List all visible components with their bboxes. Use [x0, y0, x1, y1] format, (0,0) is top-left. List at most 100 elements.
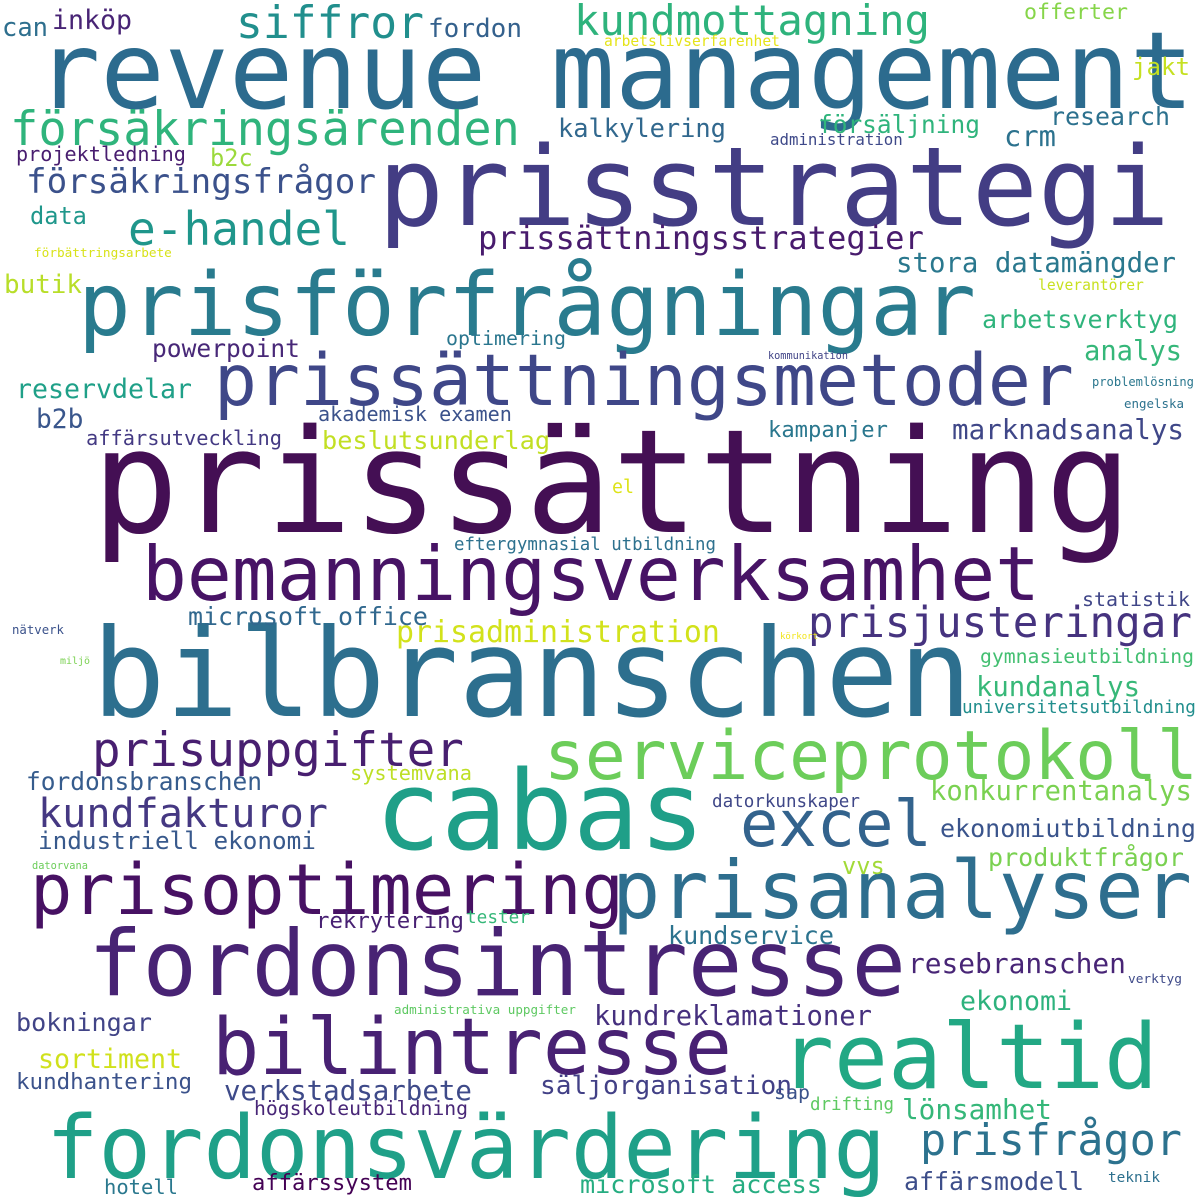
word-jakt: jakt: [1132, 53, 1190, 81]
word-bilintresse: bilintresse: [212, 1000, 732, 1093]
word-prisanalyser: prisanalyser: [612, 842, 1192, 937]
word-kalkylering: kalkylering: [558, 113, 726, 144]
word-analys: analys: [1084, 336, 1182, 368]
word-administration: administration: [770, 130, 903, 150]
word-siffror: siffror: [236, 0, 424, 49]
word-administrativa-uppgifter: administrativa uppgifter: [394, 1001, 576, 1017]
word-data: data: [30, 202, 87, 231]
word-teknik: teknik: [1108, 1169, 1160, 1186]
word-b2c: b2c: [210, 144, 253, 173]
word-vvs: vvs: [842, 852, 885, 881]
word-verktyg: verktyg: [1128, 971, 1182, 987]
word-kundservice: kundservice: [668, 920, 834, 950]
word-prissattningsstrategier: prissättningsstrategier: [478, 218, 924, 257]
word-kampanjer: kampanjer: [768, 416, 888, 443]
word-prisjusteringar: prisjusteringar: [808, 598, 1192, 648]
word-el: el: [612, 476, 634, 498]
word-fordon: fordon: [428, 14, 522, 44]
word-gymnasieutbildning: gymnasieutbildning: [980, 645, 1195, 669]
word-arbetsverktyg: arbetsverktyg: [982, 304, 1178, 334]
word-prisadministration: prisadministration: [396, 615, 720, 651]
word-fordonsbranschen: fordonsbranschen: [26, 766, 263, 796]
word-cabas: cabas: [375, 747, 705, 876]
word-industriell-ekonomi: industriell ekonomi: [38, 825, 316, 855]
word-sortiment: sortiment: [38, 1043, 183, 1075]
word-kundreklamationer: kundreklamationer: [594, 1001, 872, 1033]
word-korkort: körkort: [780, 631, 818, 642]
word-bemanningsverksamhet: bemanningsverksamhet: [142, 530, 1040, 618]
word-datorvana: datorvana: [32, 859, 88, 872]
word-realtid: realtid: [780, 1006, 1158, 1111]
word-offerter: offerter: [1024, 0, 1128, 26]
word-prissattning: prissättning: [92, 398, 1132, 566]
word-revenue-management: revenue management: [36, 9, 1195, 134]
word-beslutsunderlag: beslutsunderlag: [322, 426, 551, 456]
word-b2b: b2b: [36, 404, 84, 435]
word-saljorganisation: säljorganisation: [540, 1070, 792, 1101]
word-statistik: statistik: [1082, 588, 1190, 611]
word-kommunikation: kommunikation: [768, 350, 848, 362]
word-fordonsintresse: fordonsintresse: [88, 911, 906, 1017]
word-leverantorer: leverantörer: [1038, 276, 1144, 294]
word-inkop: inköp: [52, 4, 133, 36]
word-rekrytering: rekrytering: [316, 907, 464, 934]
word-microsoft-access: microsoft access: [580, 1170, 822, 1200]
word-akademisk-examen: akademisk examen: [318, 401, 512, 426]
word-kundfakturor: kundfakturor: [38, 790, 328, 837]
word-tester: tester: [466, 908, 530, 929]
word-verkstadsarbete: verkstadsarbete: [224, 1076, 472, 1108]
word-ekonomiutbildning: ekonomiutbildning: [940, 813, 1196, 843]
word-affarssystem: affärssystem: [252, 1169, 412, 1196]
word-datorkunskaper: datorkunskaper: [712, 792, 860, 813]
word-konkurrentanalys: konkurrentanalys: [930, 776, 1192, 808]
word-can: can: [2, 13, 49, 44]
word-e-handel: e-handel: [128, 202, 350, 256]
word-forsaljning: försäljning: [818, 109, 980, 139]
word-hotell: hotell: [104, 1174, 178, 1199]
word-kundanalys: kundanalys: [976, 672, 1140, 704]
word-affarsutveckling: affärsutveckling: [86, 425, 282, 450]
word-fordonsvardering: fordonsvärdering: [46, 1097, 886, 1200]
word-projektledning: projektledning: [16, 141, 186, 166]
word-butik: butik: [4, 270, 82, 300]
word-problemlosning: problemlösning: [1092, 374, 1194, 389]
word-drifting: drifting: [810, 1095, 894, 1116]
word-reservdelar: reservdelar: [16, 373, 193, 405]
word-ekonomi: ekonomi: [960, 985, 1073, 1017]
word-prisoptimering: prisoptimering: [30, 848, 624, 931]
word-hogskoleutbildning: högskoleutbildning: [254, 1097, 469, 1121]
word-systemvana: systemvana: [350, 760, 472, 785]
word-resebranschen: resebranschen: [908, 947, 1126, 981]
word-engelska: engelska: [1124, 395, 1184, 411]
word-excel: excel: [740, 788, 932, 863]
word-eftergymnasial-utbildning: eftergymnasial utbildning: [454, 535, 716, 556]
word-universitetsutbildning: universitetsutbildning: [962, 698, 1196, 719]
word-affarsmodell: affärsmodell: [904, 1166, 1084, 1196]
word-miljo: miljö: [60, 656, 91, 667]
word-prisuppgifter: prisuppgifter: [92, 723, 464, 779]
word-optimering: optimering: [446, 327, 566, 350]
word-prisfragor: prisfrågor: [920, 1116, 1182, 1167]
word-powerpoint: powerpoint: [152, 333, 300, 363]
word-produktfragor: produktfrågor: [988, 842, 1184, 872]
word-crm: crm: [1004, 118, 1056, 153]
word-arbetslivserfarenhet: arbetslivserfarenhet: [604, 32, 780, 50]
word-sap: sap: [774, 1081, 810, 1104]
word-forsakringsfragor: försäkringsfrågor: [26, 161, 376, 202]
word-research: research: [1050, 101, 1170, 131]
word-marknadsanalys: marknadsanalys: [952, 414, 1184, 447]
word-forbattringsarbete: förbättringsarbete: [34, 245, 172, 261]
word-lonsamhet: lönsamhet: [902, 1093, 1052, 1127]
word-kundmottagning: kundmottagning: [574, 0, 930, 45]
word-natverk: nätverk: [12, 622, 64, 637]
word-prisforfragningar: prisförfrågningar: [78, 254, 976, 357]
word-prissattningsmetoder: prissättningsmetoder: [214, 339, 1074, 423]
word-kundhantering: kundhantering: [16, 1068, 192, 1095]
word-stora-datamangder: stora datamängder: [896, 248, 1177, 280]
word-microsoft-office: microsoft office: [188, 601, 428, 631]
word-bilbranschen: bilbranschen: [92, 603, 972, 746]
word-bokningar: bokningar: [16, 1007, 152, 1037]
word-forsakringsarenden: försäkringsärenden: [10, 101, 520, 157]
word-prisstrategi: prisstrategi: [378, 123, 1170, 252]
